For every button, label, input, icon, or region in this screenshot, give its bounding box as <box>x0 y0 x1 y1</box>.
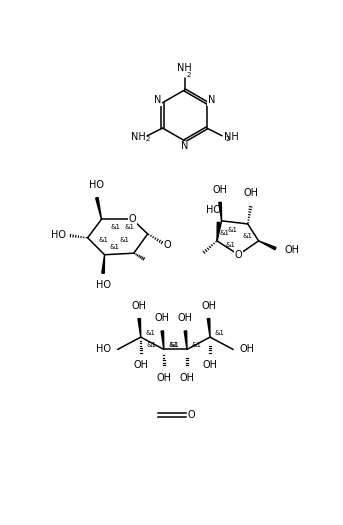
Text: &1: &1 <box>169 342 179 348</box>
Polygon shape <box>96 197 102 219</box>
Text: HO: HO <box>206 205 221 215</box>
Polygon shape <box>259 241 276 250</box>
Text: &1: &1 <box>98 237 108 243</box>
Text: N: N <box>208 95 215 105</box>
Text: &1: &1 <box>109 244 120 250</box>
Text: 2: 2 <box>226 135 230 142</box>
Text: &1: &1 <box>110 224 120 230</box>
Text: NH: NH <box>177 63 192 73</box>
Text: NH: NH <box>131 132 146 142</box>
Text: OH: OH <box>285 245 300 255</box>
Polygon shape <box>207 319 210 337</box>
Text: OH: OH <box>133 360 148 370</box>
Text: OH: OH <box>155 313 170 323</box>
Text: &1: &1 <box>124 224 134 230</box>
Polygon shape <box>184 331 187 350</box>
Text: HO: HO <box>96 344 111 354</box>
Text: O: O <box>164 240 172 250</box>
Text: OH: OH <box>213 185 227 195</box>
Text: OH: OH <box>203 360 217 370</box>
Text: &1: &1 <box>120 237 130 243</box>
Text: &1: &1 <box>226 243 236 248</box>
Text: &1: &1 <box>243 233 253 239</box>
Text: &1: &1 <box>145 330 155 335</box>
Text: OH: OH <box>156 373 172 383</box>
Text: &1: &1 <box>215 330 225 335</box>
Text: OH: OH <box>244 188 258 198</box>
Text: &1: &1 <box>146 342 156 348</box>
Text: OH: OH <box>179 373 194 383</box>
Polygon shape <box>217 222 220 241</box>
Polygon shape <box>138 319 141 337</box>
Text: OH: OH <box>201 301 216 311</box>
Polygon shape <box>161 331 164 350</box>
Text: HO: HO <box>51 230 66 240</box>
Text: N: N <box>154 95 162 105</box>
Text: OH: OH <box>178 313 193 323</box>
Text: &1: &1 <box>227 227 237 233</box>
Polygon shape <box>219 202 222 221</box>
Text: O: O <box>188 410 196 420</box>
Text: &1: &1 <box>192 342 202 348</box>
Text: O: O <box>235 250 243 260</box>
Text: &1: &1 <box>220 230 230 236</box>
Text: O: O <box>129 214 136 224</box>
Text: NH: NH <box>224 132 238 142</box>
Text: 2: 2 <box>145 135 150 142</box>
Text: &1: &1 <box>168 342 178 348</box>
Text: OH: OH <box>239 344 254 354</box>
Text: OH: OH <box>132 301 147 311</box>
Text: HO: HO <box>90 180 104 190</box>
Text: 2: 2 <box>187 72 191 78</box>
Text: N: N <box>181 141 188 151</box>
Text: HO: HO <box>95 280 110 290</box>
Polygon shape <box>102 255 105 274</box>
